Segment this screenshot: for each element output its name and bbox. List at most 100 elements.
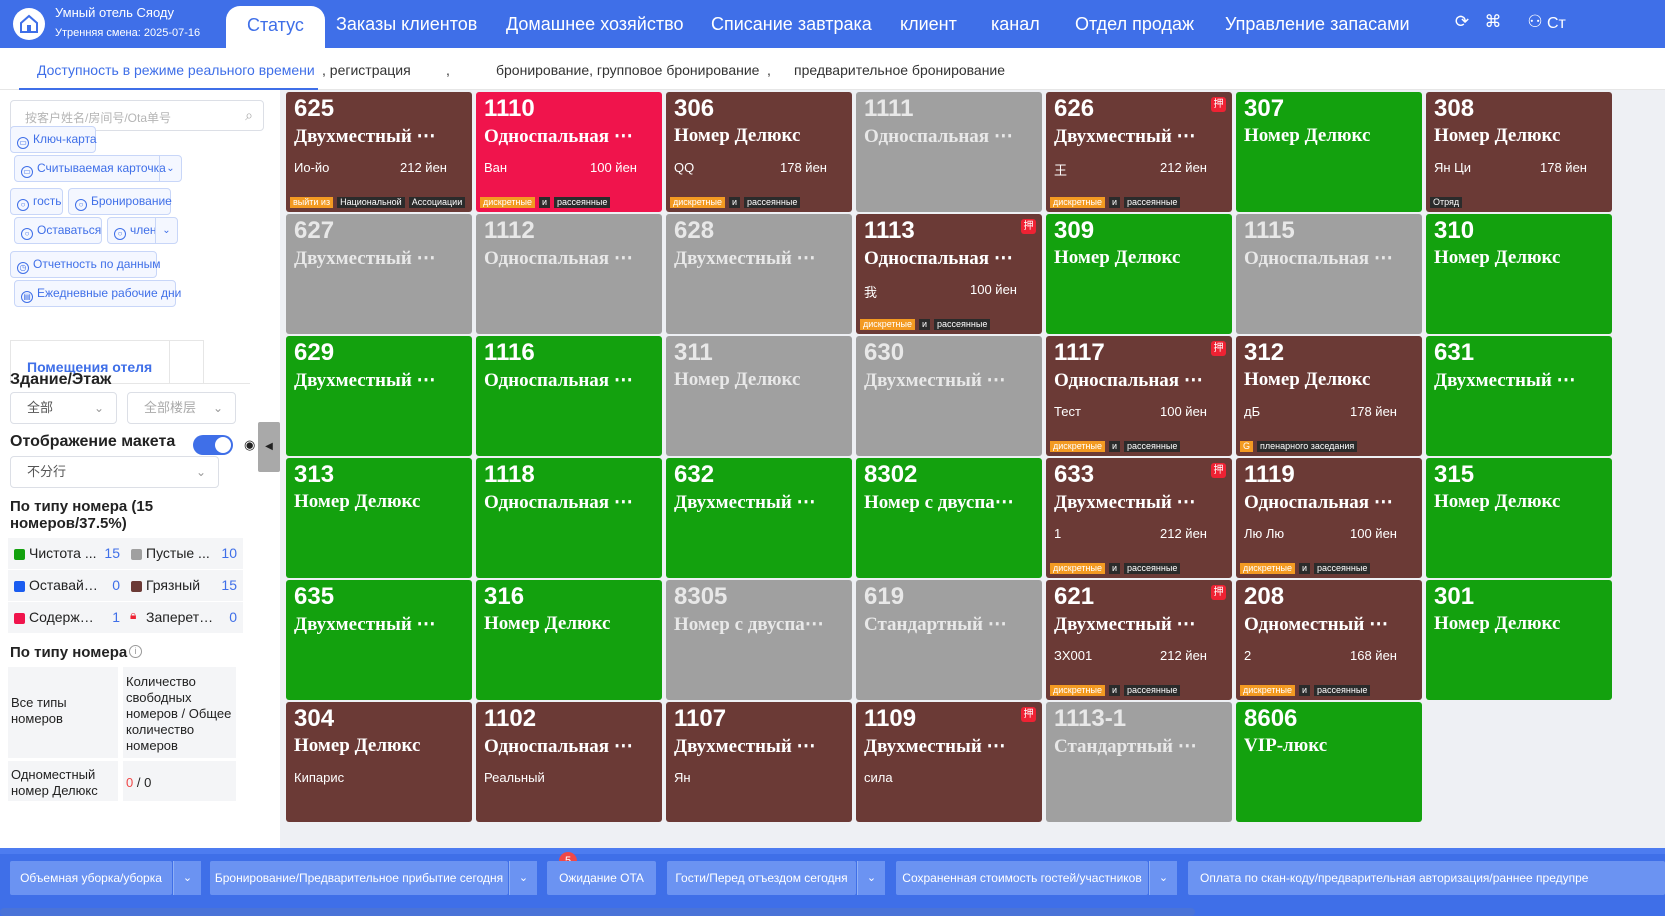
arrivals-today-button[interactable]: Бронирование/Предварительное прибытие се…: [210, 861, 508, 895]
subtab-booking[interactable]: бронирование, групповое бронирование: [496, 62, 760, 78]
room-card[interactable]: 316 Номер Делюкс: [476, 580, 662, 700]
subtab-prebooking[interactable]: предварительное бронирование: [794, 62, 1006, 78]
tab-inventory[interactable]: Управление запасами: [1225, 14, 1410, 34]
chip-data-report[interactable]: ◷ Отчетность по данным: [10, 251, 161, 278]
room-card[interactable]: 1112 Односпальная ⋯: [476, 214, 662, 334]
tab-status[interactable]: Статус: [226, 6, 325, 48]
stored-value-button[interactable]: Сохраненная стоимость гостей/участников: [896, 861, 1148, 895]
search-input[interactable]: 按客户姓名/房间号/Ota单号 ⌕: [10, 100, 264, 131]
room-card[interactable]: 619 Стандартный ⋯: [856, 580, 1042, 700]
chip-key-card[interactable]: ▭ Ключ-карта: [10, 126, 97, 153]
room-card[interactable]: 8305 Номер с двуспа⋯: [666, 580, 852, 700]
tab-breakfast[interactable]: Списание завтрака: [711, 14, 872, 34]
room-card[interactable]: 625 Двухместный ⋯ Ио-йо 212 йен выйти из Наци…: [286, 92, 472, 212]
room-card[interactable]: 315 Номер Делюкс: [1426, 458, 1612, 578]
room-card[interactable]: 627 Двухместный ⋯: [286, 214, 472, 334]
user-name[interactable]: Ст: [1547, 15, 1566, 32]
room-number: 1110: [484, 95, 535, 122]
scan-payment-button[interactable]: Оплата по скан-коду/предварительная авто…: [1188, 861, 1665, 895]
room-card[interactable]: 311 Номер Делюкс: [666, 336, 852, 456]
chevron-down-icon[interactable]: ⌄: [857, 861, 885, 895]
room-card[interactable]: 628 Двухместный ⋯: [666, 214, 852, 334]
room-card[interactable]: 1117 Односпальная ⋯ Тест 100 йен 押 дискретные…: [1046, 336, 1232, 456]
departures-today-button[interactable]: Гости/Перед отъездом сегодня: [667, 861, 856, 895]
room-card[interactable]: 307 Номер Делюкс: [1236, 92, 1422, 212]
tab-housekeeping[interactable]: Домашнее хозяйство: [506, 14, 684, 34]
tab-channel[interactable]: канал: [991, 14, 1040, 34]
chip-booking[interactable]: ○ Бронирование: [68, 188, 172, 215]
room-card[interactable]: 621 Двухместный ⋯ ЗХ001 212 йен 押 дискретные и…: [1046, 580, 1232, 700]
room-card[interactable]: 630 Двухместный ⋯: [856, 336, 1042, 456]
user-icon[interactable]: ⚇: [1527, 12, 1543, 31]
room-card[interactable]: 632 Двухместный ⋯: [666, 458, 852, 578]
building-select[interactable]: 全部 ⌄: [10, 392, 117, 424]
stat-dirty[interactable]: Грязный 15: [125, 570, 243, 601]
room-card[interactable]: 313 Номер Делюкс: [286, 458, 472, 578]
chip-workdays[interactable]: ▤ Ежедневные рабочие дни: [14, 280, 181, 307]
room-card[interactable]: 1109 Двухместный ⋯ сила 押: [856, 702, 1042, 822]
room-card[interactable]: 1110 Односпальная ⋯ Ван 100 йен дискретные и р…: [476, 92, 662, 212]
tab-sales[interactable]: Отдел продаж: [1075, 14, 1194, 34]
collapse-sidebar-button[interactable]: ◀: [258, 422, 280, 472]
guest-name: 1: [1054, 526, 1062, 541]
room-card[interactable]: 1107 Двухместный ⋯ Ян: [666, 702, 852, 822]
grid-settings-icon[interactable]: ⌘: [1484, 12, 1502, 31]
chevron-down-icon[interactable]: ⌄: [159, 156, 181, 181]
room-card[interactable]: 309 Номер Делюкс: [1046, 214, 1232, 334]
room-card[interactable]: 626 Двухместный ⋯ 王 212 йен 押 дискретные и расс…: [1046, 92, 1232, 212]
room-card[interactable]: 1115 Односпальная ⋯: [1236, 214, 1422, 334]
room-card[interactable]: 8302 Номер с двуспа⋯: [856, 458, 1042, 578]
room-card[interactable]: 306 Номер Делюкс QQ 178 йен дискретные и рассе…: [666, 92, 852, 212]
room-card[interactable]: 1119 Односпальная ⋯ Лю Лю 100 йен дискретные…: [1236, 458, 1422, 578]
bulk-cleaning-button[interactable]: Объемная уборка/уборка: [10, 861, 172, 895]
chevron-down-icon[interactable]: ⌄: [155, 218, 177, 243]
layout-select[interactable]: 不分行 ⌄: [10, 456, 219, 488]
room-card[interactable]: 629 Двухместный ⋯: [286, 336, 472, 456]
room-card[interactable]: 8606 VIP-люкс: [1236, 702, 1422, 822]
chip-member[interactable]: ○ член ⌄: [107, 217, 178, 244]
room-card[interactable]: 304 Номер Делюкс Кипарис: [286, 702, 472, 822]
stat-stay[interactable]: Оставайт... 0: [8, 570, 126, 601]
stat-locked[interactable]: 🔒︎ Запереть ... 0: [125, 602, 243, 633]
chevron-down-icon[interactable]: ⌄: [173, 861, 201, 895]
chevron-down-icon[interactable]: ⌄: [1149, 861, 1177, 895]
room-card[interactable]: 301 Номер Делюкс: [1426, 580, 1612, 700]
subtab-checkin[interactable]: , регистрация: [322, 62, 411, 78]
room-card[interactable]: 1116 Односпальная ⋯: [476, 336, 662, 456]
chip-guest[interactable]: ○ гость: [10, 188, 63, 215]
room-card[interactable]: 635 Двухместный ⋯: [286, 580, 472, 700]
room-card[interactable]: 1113-1 Стандартный ⋯: [1046, 702, 1232, 822]
chevron-down-icon[interactable]: ⌄: [509, 861, 537, 895]
room-card[interactable]: 310 Номер Делюкс: [1426, 214, 1612, 334]
info-icon[interactable]: i: [129, 645, 142, 658]
room-card[interactable]: 633 Двухместный ⋯ 1 212 йен 押 дискретные и расс…: [1046, 458, 1232, 578]
room-card[interactable]: 1113 Односпальная ⋯ 我 100 йен 押 дискретные и ра…: [856, 214, 1042, 334]
room-card[interactable]: 1118 Односпальная ⋯: [476, 458, 662, 578]
tab-orders[interactable]: Заказы клиентов: [336, 14, 478, 34]
layout-toggle[interactable]: [193, 435, 233, 455]
tab-client[interactable]: клиент: [900, 14, 957, 34]
horizontal-scrollbar[interactable]: [0, 908, 1195, 916]
tab-hotel-rooms[interactable]: Помещения отеля: [10, 340, 170, 383]
stat-clean[interactable]: Чистота ... 15: [8, 538, 126, 569]
room-card[interactable]: 1102 Односпальная ⋯ Реальный: [476, 702, 662, 822]
eye-icon[interactable]: ◉: [244, 437, 256, 452]
card-reader-icon: ▭: [21, 166, 33, 178]
stat-vacant[interactable]: Пустые ... 10: [125, 538, 243, 569]
room-card[interactable]: 1111 Односпальная ⋯: [856, 92, 1042, 212]
chip-read-card[interactable]: ▭ Считываемая карточка ⌄: [14, 155, 182, 182]
floor-select[interactable]: 全部楼层 ⌄: [127, 392, 236, 424]
room-card[interactable]: 631 Двухместный ⋯: [1426, 336, 1612, 456]
refresh-icon[interactable]: ⟳: [1454, 12, 1470, 31]
stat-maintenance[interactable]: Содержа... 1: [8, 602, 126, 633]
chip-stay[interactable]: ○ Оставаться: [14, 217, 102, 244]
deposit-badge: 押: [1211, 341, 1226, 356]
room-tag: дискретные: [1050, 441, 1105, 452]
ota-pending-button[interactable]: Ожидание OTA: [547, 861, 656, 895]
subtab-realtime[interactable]: Доступность в режиме реального времени: [37, 62, 315, 78]
search-icon[interactable]: ⌕: [245, 107, 253, 123]
room-card[interactable]: 308 Номер Делюкс Ян Ци 178 йен Отряд: [1426, 92, 1612, 212]
tab-empty[interactable]: [170, 340, 204, 383]
room-card[interactable]: 208 Одноместный ⋯ 2 168 йен дискретные и рассе…: [1236, 580, 1422, 700]
